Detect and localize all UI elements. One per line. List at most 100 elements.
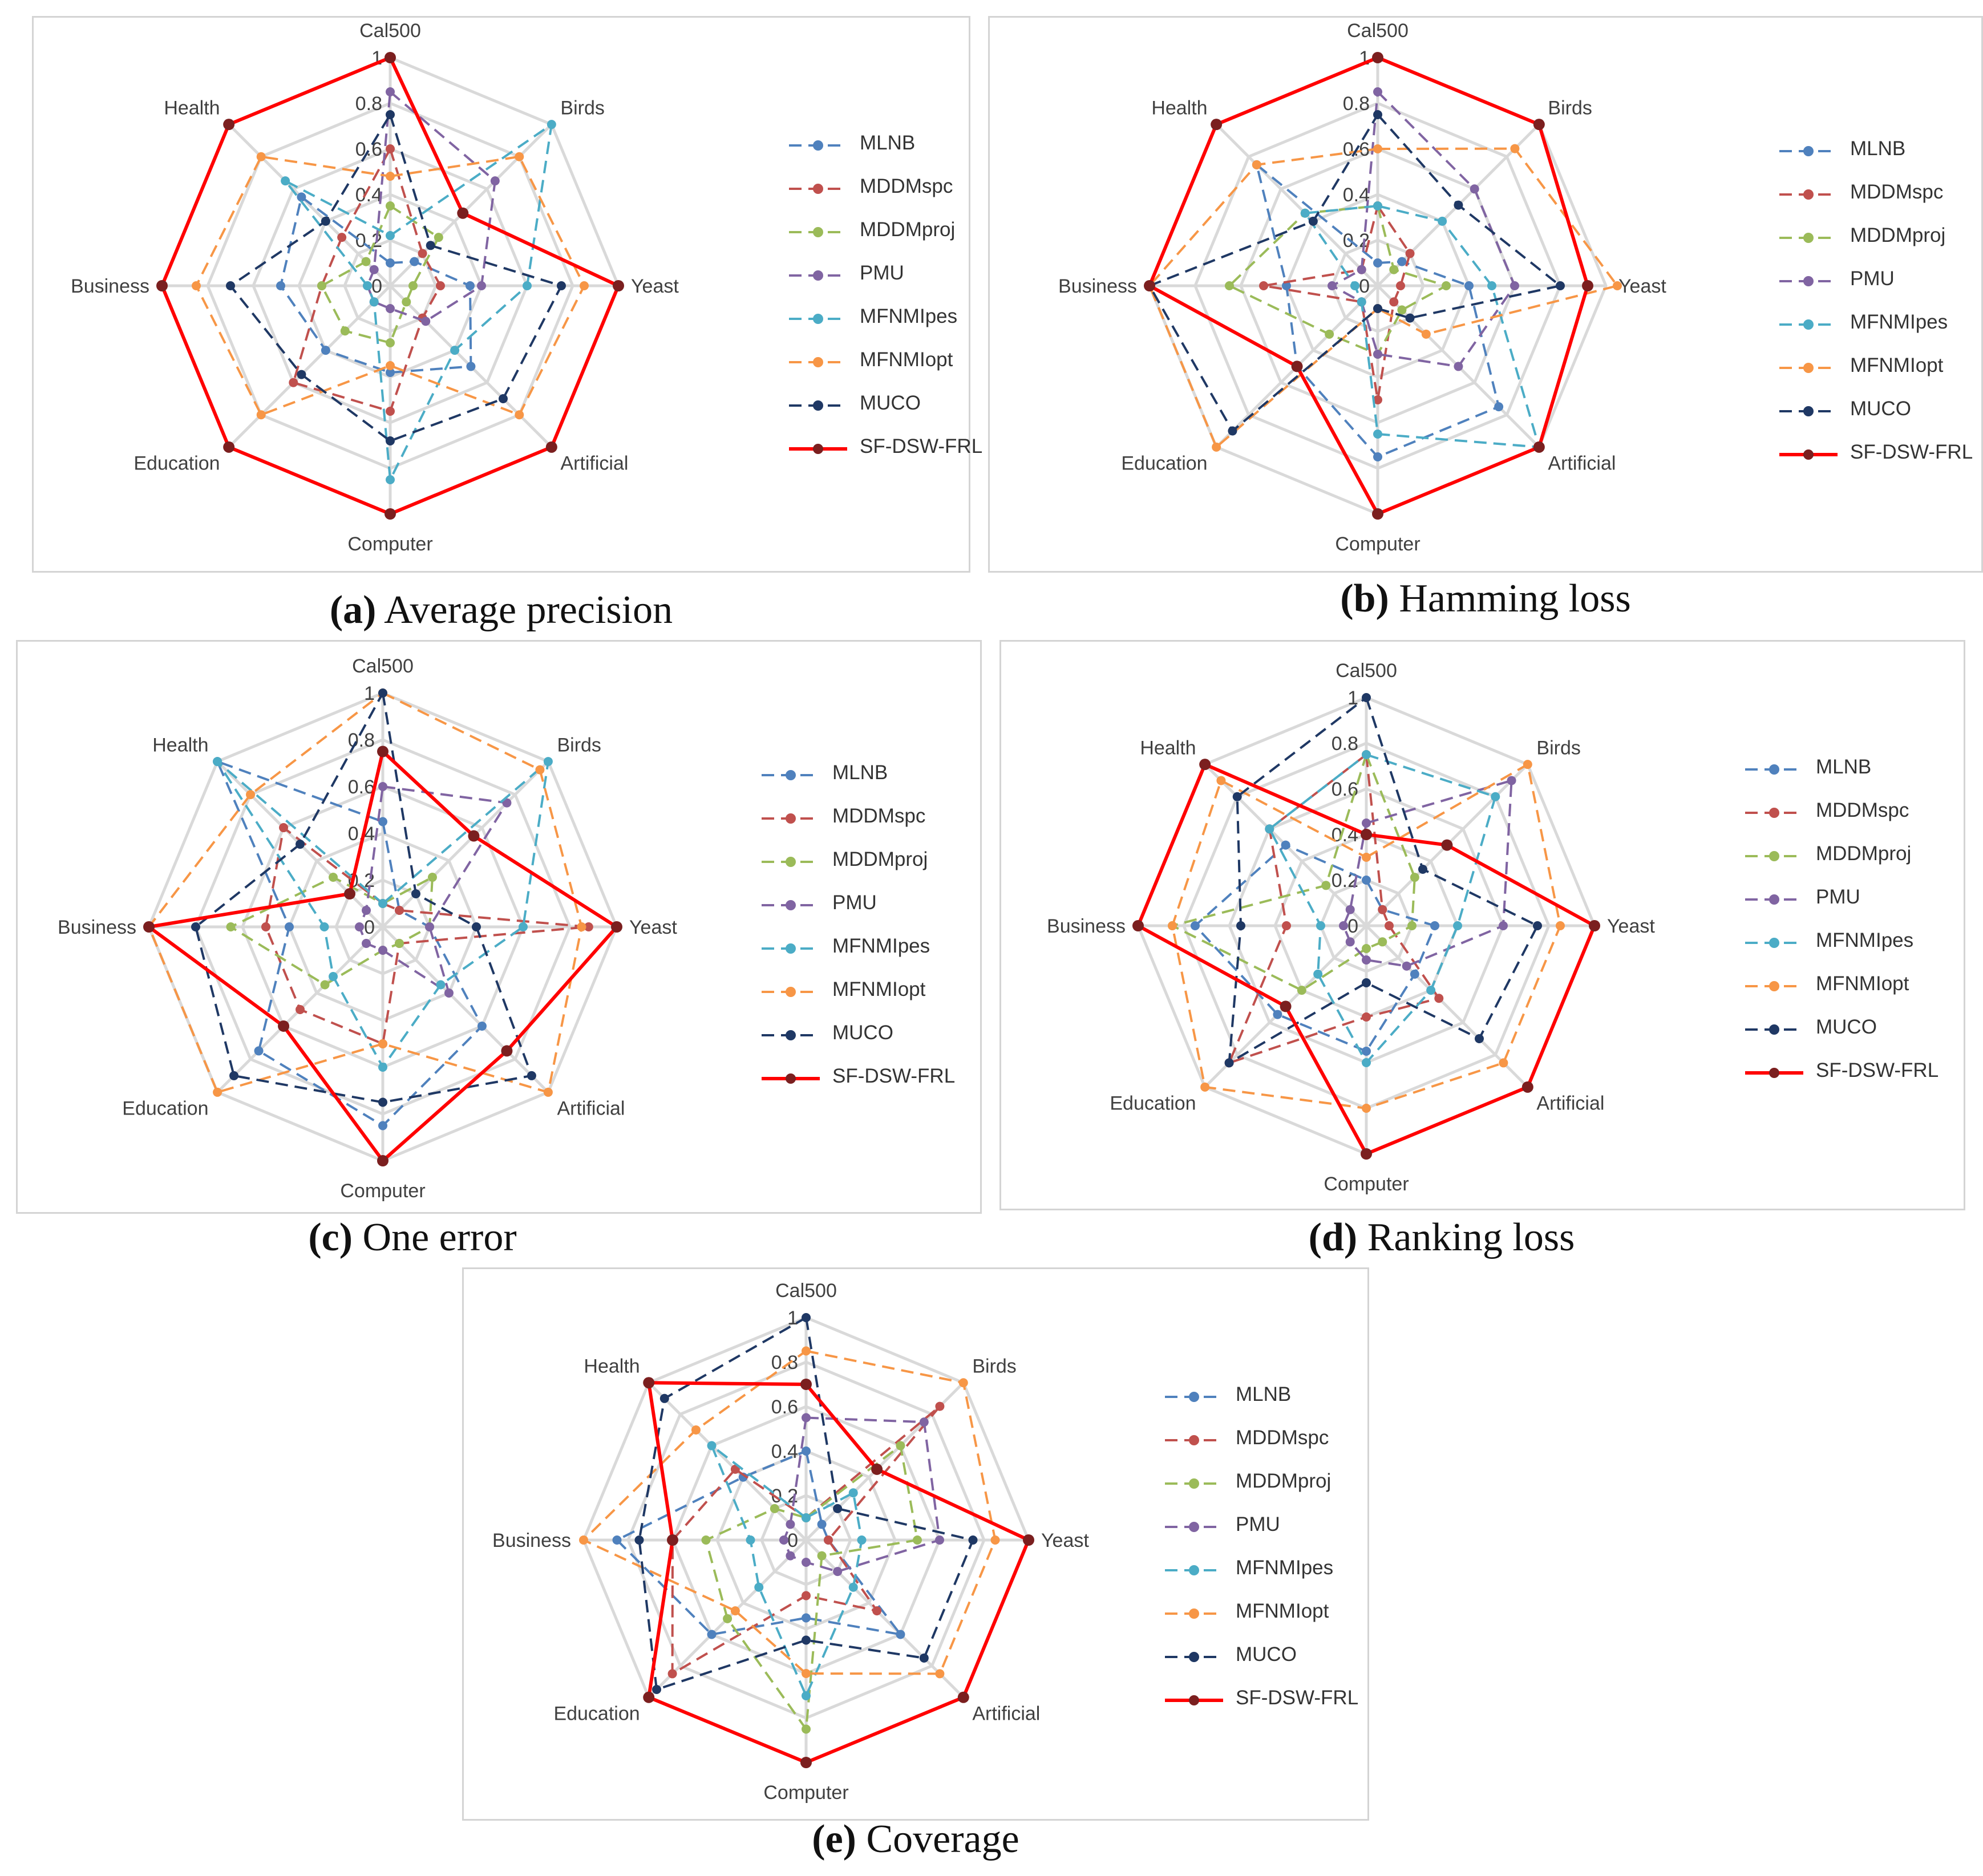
axis-label-artificial: Artificial <box>1548 452 1616 474</box>
legend-swatch-pmu <box>1745 894 1803 905</box>
series-line-mlnb <box>216 760 483 1127</box>
point-muco-health <box>1232 792 1242 801</box>
point-mddmspc-computer <box>1362 1012 1371 1022</box>
point-sf-dsw-frl-birds <box>457 207 469 219</box>
legend-swatch-mlnb <box>762 770 820 780</box>
point-mddmproj-health <box>361 257 371 266</box>
point-mfnmiopt-health <box>691 1425 701 1435</box>
tick-label: 0.4 <box>1343 184 1370 206</box>
axis-label-health: Health <box>1140 738 1196 759</box>
series-line-mfnmiopt <box>195 155 585 416</box>
point-muco-yeast <box>557 281 566 290</box>
series-line-mlnb <box>280 196 472 374</box>
series-line-pmu <box>1342 779 1513 967</box>
point-mfnmiopt-yeast <box>580 281 589 290</box>
axis-label-birds: Birds <box>1548 98 1592 119</box>
axis-label-education: Education <box>122 1097 208 1119</box>
point-sf-dsw-frl-yeast <box>1023 1534 1034 1546</box>
point-pmu-birds <box>1507 776 1516 785</box>
point-mfnmiopt-health <box>246 790 256 800</box>
point-pmu-health <box>369 265 379 274</box>
caption-e: (e) Coverage <box>462 1817 1369 1862</box>
point-mlnb-artificial <box>896 1630 905 1639</box>
axis-label-birds: Birds <box>972 1356 1016 1377</box>
legend-swatch-mddmproj <box>1165 1478 1223 1489</box>
point-sf-dsw-frl-artificial <box>545 441 557 453</box>
series-line-mfnmipes <box>284 123 553 481</box>
point-muco-education <box>1224 1058 1234 1068</box>
point-pmu-education <box>362 938 371 948</box>
tick-label: 0 <box>364 917 375 938</box>
caption-b-text: Hamming loss <box>1389 577 1631 621</box>
point-pmu-cal500 <box>1362 819 1371 828</box>
point-mlnb-yeast <box>1464 281 1474 290</box>
point-mfnmipes-health <box>281 176 290 186</box>
point-muco-business <box>1236 921 1245 930</box>
point-mfnmipes-yeast <box>519 922 528 931</box>
point-sf-dsw-frl-cal500 <box>1361 829 1372 840</box>
point-mddmproj-birds <box>1410 873 1419 882</box>
legend-swatch-mfnmipes <box>762 943 820 954</box>
point-mlnb-cal500 <box>386 258 395 268</box>
legend-swatch-muco <box>762 1030 820 1040</box>
axis-label-health: Health <box>152 735 208 756</box>
point-mddmspc-yeast <box>1396 281 1405 290</box>
legend-label: MUCO <box>1850 398 1911 420</box>
legend-swatch-mddmspc <box>762 813 820 824</box>
point-pmu-birds <box>919 1417 929 1427</box>
point-mfnmipes-computer <box>802 1691 811 1700</box>
series-line-muco <box>638 1316 974 1691</box>
axis-label-cal500: Cal500 <box>775 1280 837 1302</box>
point-mddmproj-business <box>317 281 326 290</box>
point-mfnmipes-cal500 <box>1362 750 1371 759</box>
point-sf-dsw-frl-yeast <box>613 280 624 291</box>
legend-label: MUCO <box>1236 1643 1297 1666</box>
legend-label: MUCO <box>832 1022 893 1044</box>
point-mddmproj-cal500 <box>386 201 395 210</box>
point-pmu-health <box>362 906 371 915</box>
point-mlnb-artificial <box>1494 402 1504 412</box>
point-sf-dsw-frl-cal500 <box>377 745 388 757</box>
legend-label: MDDMspc <box>1850 181 1944 203</box>
point-muco-artificial <box>1474 1034 1484 1043</box>
series-line-mlnb <box>1194 844 1436 1052</box>
point-pmu-computer <box>378 946 387 955</box>
point-mfnmipes-education <box>1357 297 1366 307</box>
point-pmu-computer <box>1373 350 1382 359</box>
axis-label-yeast: Yeast <box>1618 275 1666 297</box>
point-mddmspc-artificial <box>1389 297 1399 307</box>
point-muco-education <box>297 370 306 379</box>
point-mfnmiopt-computer <box>1362 1104 1371 1113</box>
point-sf-dsw-frl-artificial <box>1521 1081 1533 1093</box>
point-sf-dsw-frl-business <box>1144 280 1155 291</box>
point-mddmproj-education <box>340 326 350 336</box>
legend-label: MFNMIpes <box>1236 1557 1334 1579</box>
axis-label-business: Business <box>58 917 136 938</box>
point-mddmproj-artificial <box>817 1551 827 1561</box>
axis-label-health: Health <box>1151 98 1207 119</box>
legend-label: PMU <box>1816 886 1860 908</box>
point-sf-dsw-frl-business <box>143 921 155 933</box>
series-line-mfnmiopt <box>1148 147 1618 448</box>
series-line-mfnmiopt <box>148 692 583 1093</box>
point-mfnmipes-education <box>754 1582 764 1592</box>
axis-label-birds: Birds <box>557 735 601 756</box>
point-mfnmipes-artificial <box>450 346 460 355</box>
point-mddmproj-artificial <box>1378 937 1387 947</box>
legend-swatch-mddmproj <box>1745 851 1803 861</box>
legend-label: MLNB <box>860 132 916 154</box>
point-muco-education <box>652 1684 662 1694</box>
point-pmu-artificial <box>444 988 454 998</box>
legend-label: MFNMIopt <box>1236 1600 1329 1622</box>
point-muco-artificial <box>527 1071 536 1080</box>
point-mfnmipes-computer <box>1362 1058 1371 1067</box>
point-mlnb-artificial <box>477 1021 487 1031</box>
legend-swatch-mfnmipes <box>789 314 847 324</box>
point-mlnb-health <box>1281 840 1290 850</box>
point-mfnmiopt-birds <box>1510 144 1520 153</box>
point-mfnmipes-artificial <box>436 980 446 990</box>
legend-label: MFNMIopt <box>1816 973 1909 995</box>
point-pmu-computer <box>802 1558 811 1567</box>
axis-label-education: Education <box>1110 1092 1196 1114</box>
legend-swatch-mlnb <box>1779 146 1838 156</box>
